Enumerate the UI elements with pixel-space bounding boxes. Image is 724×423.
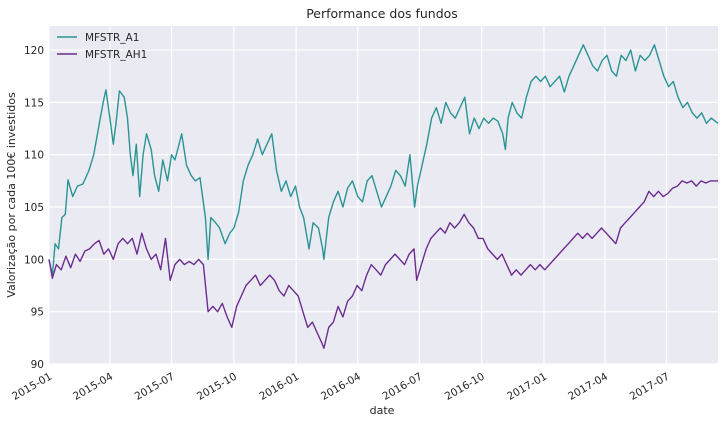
x-tick-label: 2017-07 — [628, 371, 672, 403]
x-tick-label: 2016-01 — [257, 371, 301, 403]
x-tick-label: 2016-10 — [443, 371, 487, 403]
x-tick-label: 2016-07 — [381, 371, 425, 403]
x-tick-label: 2017-01 — [505, 371, 549, 403]
x-tick-label: 2016-04 — [319, 370, 363, 402]
y-axis-label: Valorização por cada 100€ investidos — [5, 92, 18, 298]
y-tick-label: 105 — [24, 202, 44, 214]
y-axis: 90 95 100 105 110 115 120 — [24, 45, 44, 371]
x-axis-label: date — [370, 404, 395, 417]
x-tick-label: 2015-04 — [71, 370, 115, 402]
y-tick-label: 100 — [24, 254, 44, 266]
y-tick-label: 90 — [31, 359, 44, 371]
legend: MFSTR_A1 MFSTR_AH1 — [57, 32, 147, 61]
y-tick-label: 120 — [24, 45, 44, 57]
legend-label: MFSTR_AH1 — [85, 49, 147, 61]
x-tick-label: 2015-10 — [195, 371, 239, 403]
legend-label: MFSTR_A1 — [85, 32, 139, 44]
series-lines — [48, 44, 719, 349]
series-line-mfstr-ah1 — [48, 180, 718, 349]
x-tick-label: 2015-01 — [10, 371, 54, 403]
y-tick-label: 95 — [31, 307, 44, 319]
chart-title: Performance dos fundos — [306, 6, 458, 21]
y-tick-label: 115 — [24, 97, 44, 109]
x-axis: 2015-01 2015-04 2015-07 2015-10 2016-01 2016-… — [10, 370, 672, 402]
series-line-mfstr-a1 — [48, 44, 719, 276]
x-tick-label: 2015-07 — [133, 371, 177, 403]
x-tick-label: 2017-04 — [566, 370, 610, 402]
y-tick-label: 110 — [24, 150, 44, 162]
plot-area — [49, 26, 718, 364]
